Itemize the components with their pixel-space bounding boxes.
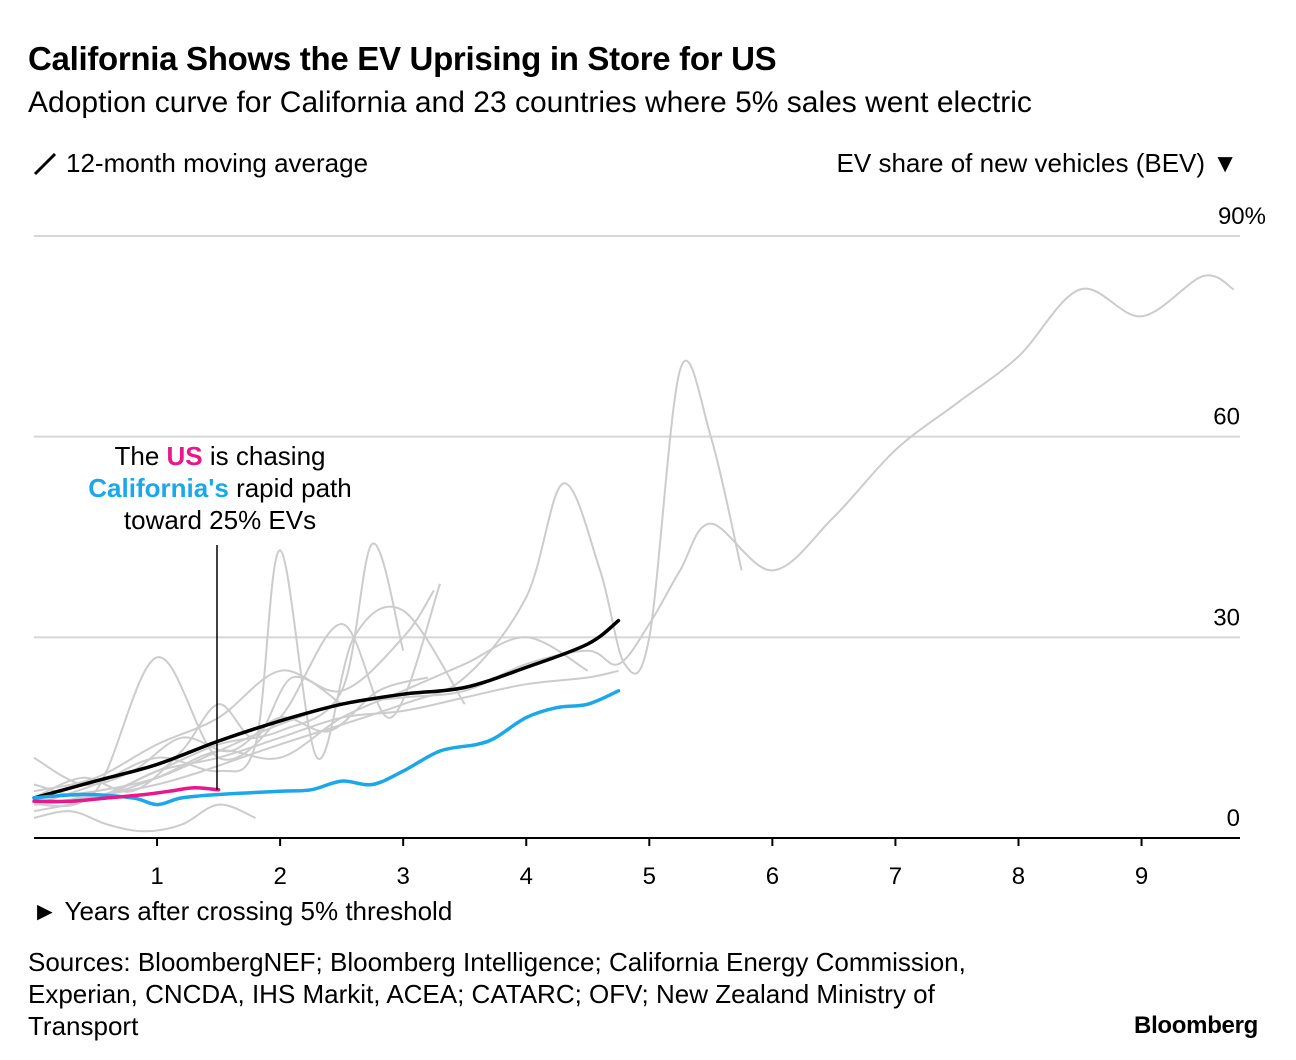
series-line-us — [32, 786, 221, 804]
x-tick-label: 5 — [643, 863, 656, 890]
series-line-country-k — [33, 636, 589, 806]
chart-title: California Shows the EV Uprising in Stor… — [28, 40, 777, 77]
legend-moving-average: 12-month moving average — [32, 148, 368, 179]
legend-left-label: 12-month moving average — [66, 148, 369, 178]
annotation-california: California's — [88, 473, 229, 503]
x-tick-label: 1 — [150, 863, 163, 890]
series-line-country-i — [33, 803, 256, 833]
x-tick-label: 9 — [1135, 863, 1148, 890]
series-line-country-d — [33, 549, 466, 806]
x-axis-label: ► Years after crossing 5% threshold — [32, 896, 453, 926]
x-tick-label: 2 — [273, 863, 286, 890]
x-tick-label: 7 — [889, 863, 902, 890]
series-line-country-j — [33, 676, 429, 786]
y-tick-label: 0 — [1227, 805, 1240, 832]
series-line-country-f — [33, 583, 442, 808]
annotation-callout: The US is chasing California's rapid pat… — [88, 441, 352, 535]
sources-note: Sources: BloombergNEF; Bloomberg Intelli… — [28, 947, 966, 1041]
y-tick-label: 60 — [1213, 404, 1240, 431]
series-line-country-b — [33, 359, 743, 806]
y-tick-label: 90% — [1218, 203, 1266, 230]
series-line-country-g — [33, 669, 619, 800]
x-tick-label: 6 — [766, 863, 779, 890]
bloomberg-logo: Bloomberg — [1134, 1012, 1258, 1039]
x-tick-label: 4 — [520, 863, 533, 890]
diagonal-line-icon — [33, 152, 57, 175]
annotation-us: US — [166, 441, 203, 471]
x-tick-label: 3 — [397, 863, 410, 890]
series-line-average — [32, 618, 621, 800]
series-line-country-h — [33, 675, 343, 799]
y-tick-label: 30 — [1213, 604, 1240, 631]
series-line-country-c — [33, 589, 435, 793]
series-line-california — [32, 689, 621, 807]
x-tick-label: 8 — [1012, 863, 1025, 890]
chart-subtitle: Adoption curve for California and 23 cou… — [28, 86, 1032, 119]
legend-y-axis-label: EV share of new vehicles (BEV) ▼ — [836, 148, 1238, 178]
